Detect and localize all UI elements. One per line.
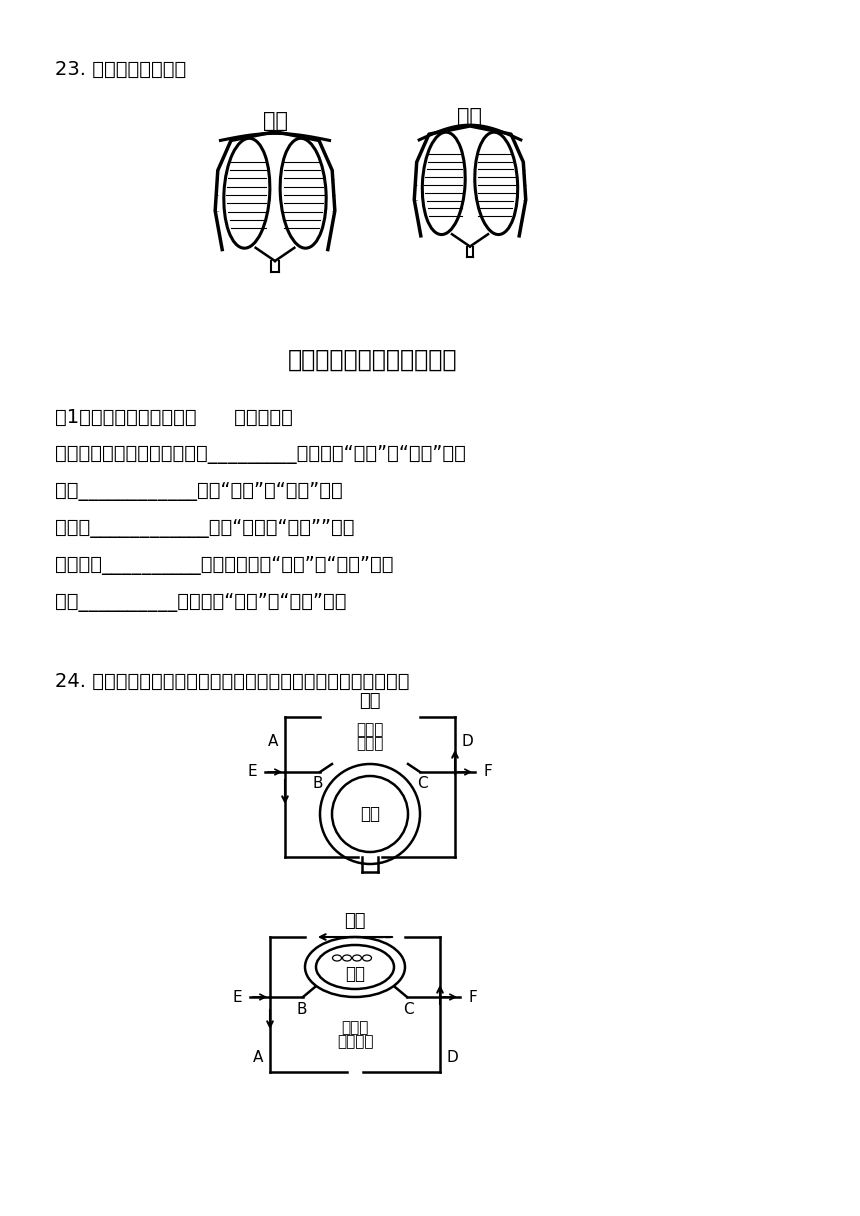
Text: E: E: [232, 990, 242, 1004]
Text: 图二: 图二: [458, 107, 482, 128]
Text: 胺泡: 胺泡: [360, 805, 380, 823]
Text: 呼吸肌（助间肌和膊肌）处于_________状态（填“收缩”或“舒张”），: 呼吸肌（助间肌和膊肌）处于_________状态（填“收缩”或“舒张”），: [55, 445, 466, 465]
Text: 呼吸时胸廃和膊肌的示意图: 呼吸时胸廃和膊肌的示意图: [288, 348, 458, 372]
Text: 胺部毛: 胺部毛: [356, 737, 384, 751]
Text: A: A: [253, 1049, 263, 1064]
Text: D: D: [446, 1049, 458, 1064]
Text: 组织: 组织: [345, 966, 365, 983]
Text: 组织处毛: 组织处毛: [337, 1035, 373, 1049]
Text: 24. 下图是血液循环和气体交换部分示意图，据图回答下列问题。: 24. 下图是血液循环和气体交换部分示意图，据图回答下列问题。: [55, 672, 409, 691]
Text: C: C: [402, 1002, 414, 1018]
Text: E: E: [247, 765, 257, 779]
Text: 图二: 图二: [344, 912, 366, 930]
Text: （1）吸气时的状态是图（      ），此时：: （1）吸气时的状态是图（ ），此时：: [55, 409, 293, 427]
Text: D: D: [461, 734, 473, 749]
Text: 气体__________肺部（填“进入”或“排出”）。: 气体__________肺部（填“进入”或“排出”）。: [55, 593, 347, 612]
Text: 细血管: 细血管: [341, 1020, 369, 1036]
Text: F: F: [469, 990, 477, 1004]
Text: C: C: [417, 777, 427, 792]
Text: 细血管: 细血管: [356, 722, 384, 737]
Text: F: F: [483, 765, 493, 779]
Text: 肺内气压__________外界气压（填“大于”或“小于”），: 肺内气压__________外界气压（填“大于”或“小于”），: [55, 556, 394, 575]
Text: B: B: [297, 1002, 307, 1018]
Text: 23. 据下图回答问题：: 23. 据下图回答问题：: [55, 60, 187, 79]
Text: A: A: [267, 734, 278, 749]
Text: 肺容积____________（填“扩张或“回缩””），: 肺容积____________（填“扩张或“回缩””），: [55, 519, 354, 537]
Text: B: B: [313, 777, 323, 792]
Text: 胸廃____________（填“扩大”或“缩小”），: 胸廃____________（填“扩大”或“缩小”），: [55, 482, 343, 501]
Text: 图一: 图一: [359, 692, 381, 710]
Text: 图一: 图一: [262, 112, 287, 131]
